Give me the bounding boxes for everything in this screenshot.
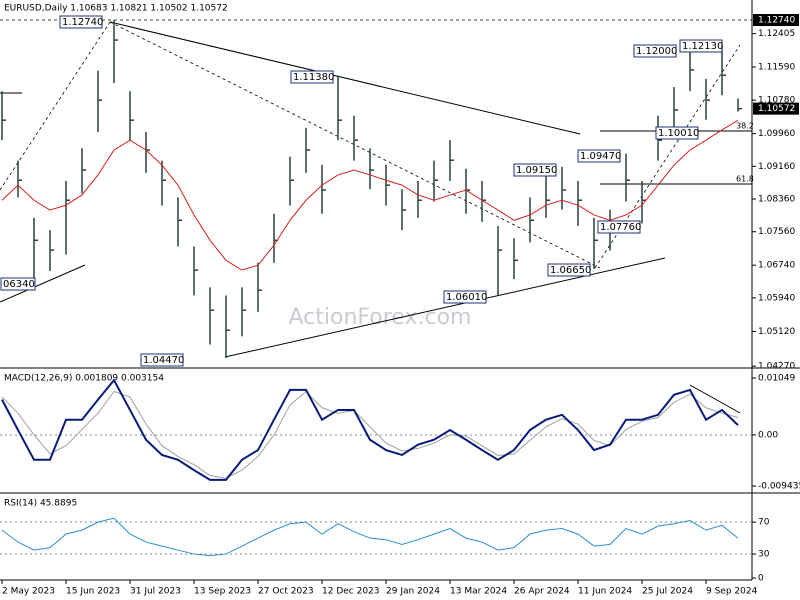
trend-line bbox=[0, 264, 86, 303]
y-tick-label: 0 bbox=[758, 574, 764, 584]
annotation: 1.06650 bbox=[550, 265, 591, 276]
price-highlight-label: 1.10572 bbox=[758, 104, 795, 114]
wave-line bbox=[109, 21, 601, 269]
y-tick-label: 70 bbox=[758, 518, 770, 528]
indicator-line bbox=[1, 517, 739, 557]
price-highlight bbox=[753, 14, 799, 27]
annotation-box bbox=[140, 353, 184, 367]
y-tick-label: 0.01049 bbox=[758, 374, 795, 384]
annotation: 1.12740 bbox=[62, 17, 103, 28]
annotation-box bbox=[443, 290, 487, 304]
x-tick-label: 29 Jan 2024 bbox=[386, 587, 440, 597]
y-tick-label: 1.05120 bbox=[758, 327, 795, 337]
annotation-box bbox=[679, 39, 723, 53]
indicator-line bbox=[1, 119, 739, 271]
x-tick-label: 2 May 2023 bbox=[2, 587, 55, 597]
annotation-box bbox=[290, 70, 334, 84]
annotation: 1.12130 bbox=[682, 41, 723, 52]
y-tick-label: 1.07560 bbox=[758, 227, 795, 237]
y-tick-label: 1.11590 bbox=[758, 63, 795, 73]
y-tick-label: 1.06740 bbox=[758, 261, 795, 271]
price-highlight-label: 1.12740 bbox=[758, 16, 795, 26]
y-tick-label: 30 bbox=[758, 550, 770, 560]
annotation-box bbox=[577, 149, 621, 163]
price-highlight bbox=[753, 102, 799, 115]
x-tick-label: 9 Sep 2024 bbox=[706, 587, 758, 597]
annotation: 1.07760 bbox=[600, 222, 641, 233]
macd-title: MACD(12,26,9) 0.001809 0.003154 bbox=[4, 374, 164, 384]
y-tick-label: 1.12405 bbox=[758, 29, 795, 39]
y-tick-label: 0.00 bbox=[758, 430, 778, 440]
x-tick-label: 11 Jun 2024 bbox=[578, 587, 632, 597]
indicator-line bbox=[1, 378, 739, 481]
annotation-box bbox=[0, 277, 36, 291]
annotation: 1.12000 bbox=[636, 46, 677, 57]
annotation-box bbox=[597, 220, 641, 234]
y-tick-label: 1.09160 bbox=[758, 162, 795, 172]
trend-line bbox=[109, 21, 581, 135]
annotation: 1.10010 bbox=[658, 128, 699, 139]
annotation: 1.09150 bbox=[516, 165, 557, 176]
annotation-box bbox=[547, 263, 591, 277]
annotation: 06340 bbox=[3, 279, 35, 290]
y-tick-label: 1.08360 bbox=[758, 195, 795, 205]
trend-line bbox=[224, 257, 666, 358]
y-tick-label: 1.09960 bbox=[758, 129, 795, 139]
x-tick-label: 13 Mar 2024 bbox=[450, 587, 507, 597]
rsi-title: RSI(14) 45.8895 bbox=[4, 499, 77, 509]
annotation-box bbox=[655, 126, 699, 140]
annotation: 1.09470 bbox=[580, 151, 621, 162]
x-tick-label: 25 Jul 2024 bbox=[642, 587, 693, 597]
y-tick-label: -0.009435 bbox=[758, 482, 800, 492]
annotation: 1.04470 bbox=[143, 355, 184, 366]
annotation: 1.11380 bbox=[293, 72, 334, 83]
annotation: 1.06010 bbox=[446, 292, 487, 303]
annotation-box bbox=[59, 15, 103, 29]
macd-trend-line bbox=[689, 384, 741, 414]
fib-label: 61.8 bbox=[736, 175, 754, 184]
chart-title: EURUSD,Daily 1.10683 1.10821 1.10502 1.1… bbox=[4, 4, 228, 14]
x-tick-label: 15 Jun 2023 bbox=[66, 587, 120, 597]
y-tick-label: 1.04270 bbox=[758, 362, 795, 372]
watermark: ActionForex.com bbox=[289, 305, 472, 330]
y-tick-label: 1.05940 bbox=[758, 293, 795, 303]
annotation-box bbox=[513, 163, 557, 177]
x-tick-label: 31 Jul 2023 bbox=[130, 587, 181, 597]
indicator-line bbox=[1, 390, 739, 479]
y-tick-label: 1.10780 bbox=[758, 96, 795, 106]
x-tick-label: 27 Oct 2023 bbox=[258, 587, 314, 597]
fib-label: 38.2 bbox=[736, 122, 754, 131]
x-tick-label: 13 Sep 2023 bbox=[194, 587, 251, 597]
x-tick-label: 26 Apr 2024 bbox=[514, 587, 570, 597]
x-tick-label: 12 Dec 2023 bbox=[322, 587, 380, 597]
annotation-box bbox=[633, 44, 677, 58]
